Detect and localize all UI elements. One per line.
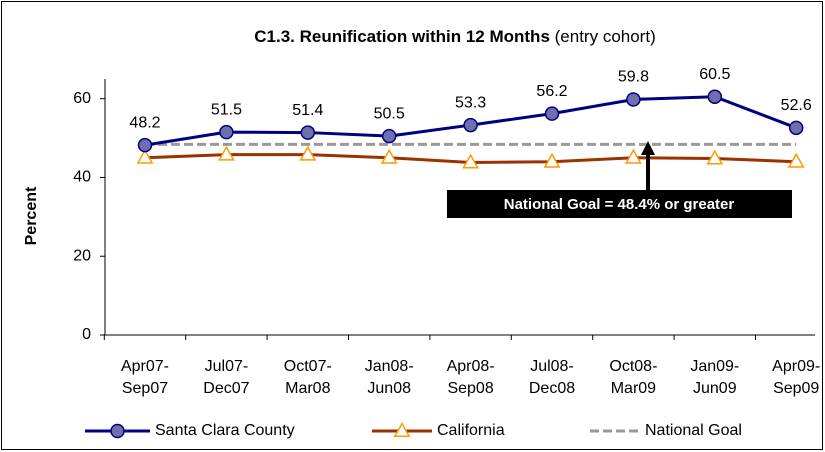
chart-title: C1.3. Reunification within 12 Months <box>254 27 550 46</box>
legend-item: National Goal <box>590 422 742 439</box>
data-label: 60.5 <box>699 66 730 83</box>
legend-label: Santa Clara County <box>155 422 295 439</box>
point <box>380 148 398 164</box>
legend-label: National Goal <box>645 422 742 439</box>
data-label: 51.4 <box>292 102 323 119</box>
chart-subtitle: (entry cohort) <box>555 27 656 46</box>
y-tick-label: 0 <box>82 326 91 343</box>
annotation-box <box>447 190 792 218</box>
x-tick-label: Jun08 <box>367 380 411 397</box>
point <box>217 145 235 161</box>
x-tick-label: Apr08- <box>447 358 495 375</box>
x-tick-label: Jul08- <box>530 358 574 375</box>
point <box>624 148 642 164</box>
x-tick-label: Mar08 <box>285 380 330 397</box>
x-tick-label: Mar09 <box>611 380 656 397</box>
point <box>463 117 478 133</box>
legend-label: California <box>437 422 505 439</box>
data-label: 56.2 <box>536 83 567 100</box>
x-tick-label: Oct07- <box>284 358 332 375</box>
legend-item: California <box>372 421 505 439</box>
point <box>706 149 724 165</box>
y-tick-label: 40 <box>73 169 91 186</box>
point <box>787 152 805 168</box>
x-tick-label: Apr07- <box>121 358 169 375</box>
annotation-arrowhead <box>641 141 655 155</box>
data-label: 51.5 <box>211 101 242 118</box>
x-tick-label: Jan08- <box>365 358 414 375</box>
x-tick-label: Sep08 <box>447 380 493 397</box>
y-tick-label: 20 <box>73 247 91 264</box>
point <box>707 89 723 104</box>
x-tick-label: Apr09- <box>772 358 820 375</box>
x-tick-label: Sep07 <box>122 380 168 397</box>
point <box>626 92 641 107</box>
data-label: 53.3 <box>455 94 486 111</box>
point <box>462 153 480 169</box>
x-tick-label: Sep09 <box>773 380 819 397</box>
point <box>299 145 317 161</box>
data-label: 50.5 <box>374 105 405 122</box>
legend-marker <box>393 421 411 437</box>
data-label: 59.8 <box>618 69 649 86</box>
x-tick-label: Jul07- <box>205 358 249 375</box>
y-axis-label: Percent <box>23 186 40 245</box>
legend-marker <box>110 423 125 439</box>
series <box>136 145 805 169</box>
series: 48.2 51.5 51.4 50.5 53.3 56.2 59.8 60.5 52.6 <box>129 66 812 153</box>
point <box>788 120 804 136</box>
annotation: National Goal = 48.4% or greater <box>504 196 735 213</box>
data-label: 48.2 <box>129 114 160 131</box>
legend-item: Santa Clara County <box>85 422 295 439</box>
point <box>136 148 154 164</box>
y-tick-label: 60 <box>73 90 91 107</box>
x-tick-label: Oct08- <box>609 358 657 375</box>
data-label: 52.6 <box>781 97 812 114</box>
chart-title-group: C1.3. Reunification within 12 Months (en… <box>254 27 655 46</box>
x-tick-label: Jan09- <box>690 358 739 375</box>
x-tick-label: Jun09 <box>693 380 737 397</box>
point <box>544 106 560 121</box>
point <box>543 152 561 168</box>
point <box>300 125 316 140</box>
point <box>381 128 397 144</box>
point <box>137 137 153 153</box>
point <box>219 124 234 140</box>
x-tick-label: Dec07 <box>203 380 249 397</box>
x-tick-label: Dec08 <box>529 380 575 397</box>
